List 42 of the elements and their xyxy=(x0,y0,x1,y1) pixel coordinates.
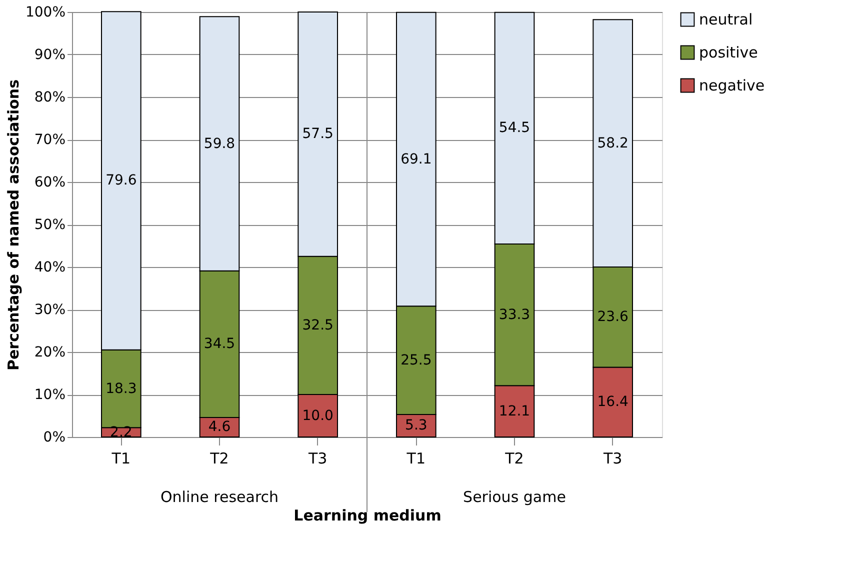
data-label: 33.3 xyxy=(498,306,530,323)
y-tick-label: 80% xyxy=(34,90,66,106)
data-label: 69.1 xyxy=(400,151,432,168)
y-tick-label: 90% xyxy=(34,47,66,63)
text: Online research xyxy=(160,488,279,506)
data-label: 25.5 xyxy=(400,352,432,368)
legend-label: negative xyxy=(699,76,765,94)
x-tick-label: T2 xyxy=(209,450,229,468)
data-label: 5.3 xyxy=(405,418,428,434)
y-tick-label: 30% xyxy=(34,302,66,318)
data-label: 57.5 xyxy=(302,126,334,142)
y-tick-label: 40% xyxy=(34,260,66,276)
y-tick-label: 10% xyxy=(34,387,66,403)
x-tick-label: T3 xyxy=(307,450,328,468)
data-label: 12.1 xyxy=(498,403,530,420)
x-tick-label: T1 xyxy=(406,450,426,468)
y-tick-label: 100% xyxy=(25,4,66,20)
legend-label: positive xyxy=(699,44,758,62)
data-label: 54.5 xyxy=(498,120,530,136)
x-tick-label: T2 xyxy=(504,450,524,468)
x-axis-title: Learning medium xyxy=(294,506,442,524)
y-axis-title: Percentage of named associations xyxy=(4,79,22,371)
data-label: 79.6 xyxy=(106,172,137,189)
data-label: 4.6 xyxy=(208,419,231,436)
data-label: 58.2 xyxy=(597,135,628,152)
data-label: 2.2 xyxy=(110,424,132,440)
data-label: 34.5 xyxy=(204,336,236,352)
y-tick-label: 70% xyxy=(34,132,66,148)
legend-label: neutral xyxy=(699,10,753,28)
data-label: 16.4 xyxy=(597,394,629,410)
y-tick-label: 50% xyxy=(34,217,66,233)
y-tick-label: 20% xyxy=(34,344,66,360)
text: Serious game xyxy=(463,488,566,506)
y-tick-label: 0% xyxy=(43,430,66,446)
x-tick-label: T3 xyxy=(602,450,622,468)
data-label: 18.3 xyxy=(106,380,137,397)
y-tick-label: 60% xyxy=(34,174,66,190)
data-label: 59.8 xyxy=(204,136,236,152)
x-tick-label: T1 xyxy=(110,450,131,468)
data-label: 32.5 xyxy=(302,317,334,334)
data-label: 23.6 xyxy=(597,309,629,326)
data-label: 10.0 xyxy=(302,408,334,424)
